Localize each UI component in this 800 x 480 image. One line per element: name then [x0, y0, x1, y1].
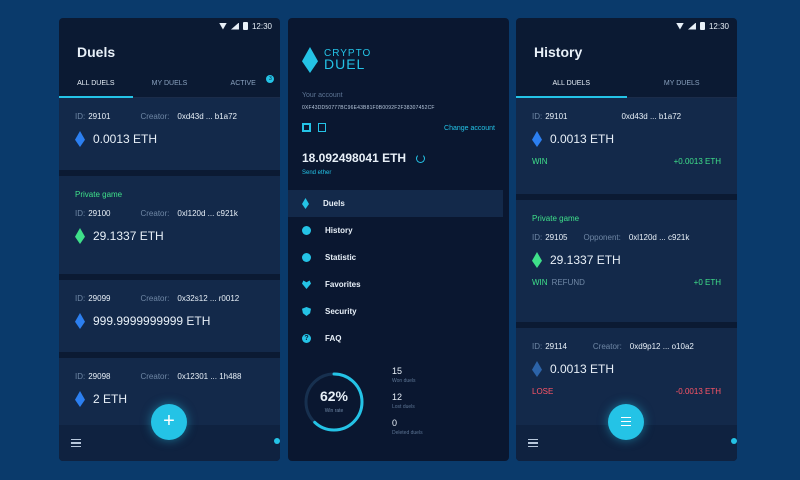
- private-game-label: Private game: [75, 190, 123, 199]
- question-icon: ?: [302, 334, 311, 343]
- result-delta: +0.0013 ETH: [673, 157, 721, 166]
- duel-card[interactable]: Private game ID: 29100 Creator: 0xl120d ...…: [59, 176, 280, 280]
- ethereum-icon: [532, 131, 542, 147]
- result-label: LOSE: [532, 387, 554, 396]
- duel-amount: 0.0013 ETH: [550, 362, 615, 376]
- lost-duels-stat: 12 Lost duels: [392, 392, 415, 410]
- create-duel-button[interactable]: +: [151, 404, 187, 440]
- tab-all-duels[interactable]: ALL DUELS: [516, 74, 627, 98]
- filter-badge: [274, 438, 280, 444]
- navigation-drawer: CRYPTO DUEL Your account 0XF43DD50777BC96…: [288, 18, 509, 461]
- balance-value: 18.092498041 ETH: [302, 151, 407, 165]
- duel-amount: 2 ETH: [93, 392, 128, 406]
- chart-icon: [302, 253, 311, 262]
- shield-icon: [302, 307, 311, 316]
- logo: CRYPTO DUEL: [288, 18, 509, 82]
- menu-item-history[interactable]: History: [288, 217, 503, 244]
- list-view-button[interactable]: [608, 404, 644, 440]
- menu-item-duels[interactable]: Duels: [288, 190, 503, 217]
- history-screen: 12:30 History ALL DUELS MY DUELS ID: 2910…: [516, 18, 737, 461]
- ethereum-icon: [532, 252, 542, 268]
- filter-badge: [731, 438, 737, 444]
- ethereum-icon: [75, 131, 85, 147]
- win-rate-value: 62%: [319, 388, 349, 404]
- history-card[interactable]: ID: 29114 Creator: 0xd9p12 ... o10a2 0.0013…: [516, 328, 737, 438]
- menu-item-favorites[interactable]: Favorites: [288, 271, 503, 298]
- account-label: Your account: [302, 92, 343, 99]
- list-icon: [621, 417, 631, 427]
- drawer-menu: Duels History Statistic Favorites Securi…: [288, 176, 509, 352]
- result-delta: +0 ETH: [693, 278, 721, 287]
- tab-my-duels[interactable]: MY DUELS: [663, 80, 700, 87]
- win-rate-label: Win rate: [324, 408, 344, 414]
- wifi-icon: [675, 22, 684, 30]
- change-account-link[interactable]: Change account: [444, 124, 495, 132]
- ethereum-icon: [75, 313, 85, 329]
- page-title: History: [534, 44, 583, 60]
- clock-icon: [302, 226, 311, 235]
- signal-icon: [230, 22, 239, 30]
- tab-all-duels[interactable]: ALL DUELS: [59, 74, 133, 98]
- duel-card[interactable]: ID: 29099 Creator: 0x32s12 ... r0012 999.99…: [59, 280, 280, 358]
- history-card[interactable]: Private game ID: 29105 Opponent: 0xl120d ..…: [516, 200, 737, 328]
- heart-icon: [302, 280, 311, 289]
- ethereum-icon: [75, 228, 85, 244]
- qr-code-icon[interactable]: [302, 123, 311, 132]
- wifi-icon: [218, 22, 227, 30]
- duel-amount: 29.1337 ETH: [93, 229, 164, 243]
- deleted-duels-stat: 0 Deleted duels: [392, 418, 423, 436]
- balance: 18.092498041 ETH: [288, 137, 509, 165]
- menu-item-statistic[interactable]: Statistic: [288, 244, 503, 271]
- send-ether-link[interactable]: Send ether: [302, 170, 332, 176]
- duel-card[interactable]: ID: 29101 Creator: 0xd43d ... b1a72 0.0013 …: [59, 98, 280, 176]
- diamond-icon: [302, 198, 309, 209]
- tab-active[interactable]: ACTIVE 3: [206, 74, 280, 97]
- status-bar: 12:30: [516, 18, 737, 34]
- result-label: WIN: [532, 157, 548, 166]
- ethereum-icon: [75, 391, 85, 407]
- ethereum-icon: [532, 361, 542, 377]
- signal-icon: [687, 22, 696, 30]
- duel-amount: 0.0013 ETH: [550, 132, 615, 146]
- tab-my-duels[interactable]: MY DUELS: [151, 80, 188, 87]
- status-bar: 12:30: [59, 18, 280, 34]
- status-time: 12:30: [251, 21, 272, 31]
- refresh-icon[interactable]: [416, 153, 426, 163]
- duels-screen: 12:30 Duels ALL DUELS MY DUELS ACTIVE 3 I…: [59, 18, 280, 461]
- duel-amount: 29.1337 ETH: [550, 253, 621, 267]
- copy-icon[interactable]: [318, 123, 326, 132]
- crypto-duel-logo-icon: [302, 47, 318, 73]
- won-duels-stat: 15 Won duels: [392, 366, 416, 384]
- menu-icon[interactable]: [71, 439, 81, 447]
- result-delta: -0.0013 ETH: [675, 387, 721, 396]
- account-address: 0XF43DD50777BC96E43B81F0B0092F2F38307452…: [302, 105, 435, 111]
- active-count-badge: 3: [266, 75, 275, 83]
- private-game-label: Private game: [532, 214, 580, 223]
- duel-amount: 999.9999999999 ETH: [93, 314, 211, 328]
- status-time: 12:30: [708, 21, 729, 31]
- tab-bar: ALL DUELS MY DUELS: [516, 74, 737, 98]
- battery-icon: [242, 22, 248, 30]
- menu-item-security[interactable]: Security: [288, 298, 503, 325]
- tab-bar: ALL DUELS MY DUELS ACTIVE 3: [59, 74, 280, 98]
- refund-label: REFUND: [551, 278, 585, 287]
- menu-icon[interactable]: [528, 439, 538, 447]
- duel-amount: 0.0013 ETH: [93, 132, 158, 146]
- page-title: Duels: [77, 44, 116, 60]
- result-label: WIN: [532, 278, 548, 287]
- battery-icon: [699, 22, 705, 30]
- win-rate-ring: [304, 372, 364, 432]
- history-card[interactable]: ID: 29101 0xd43d ... b1a72 0.0013 ETH WIN +…: [516, 98, 737, 200]
- menu-item-faq[interactable]: ? FAQ: [288, 325, 503, 352]
